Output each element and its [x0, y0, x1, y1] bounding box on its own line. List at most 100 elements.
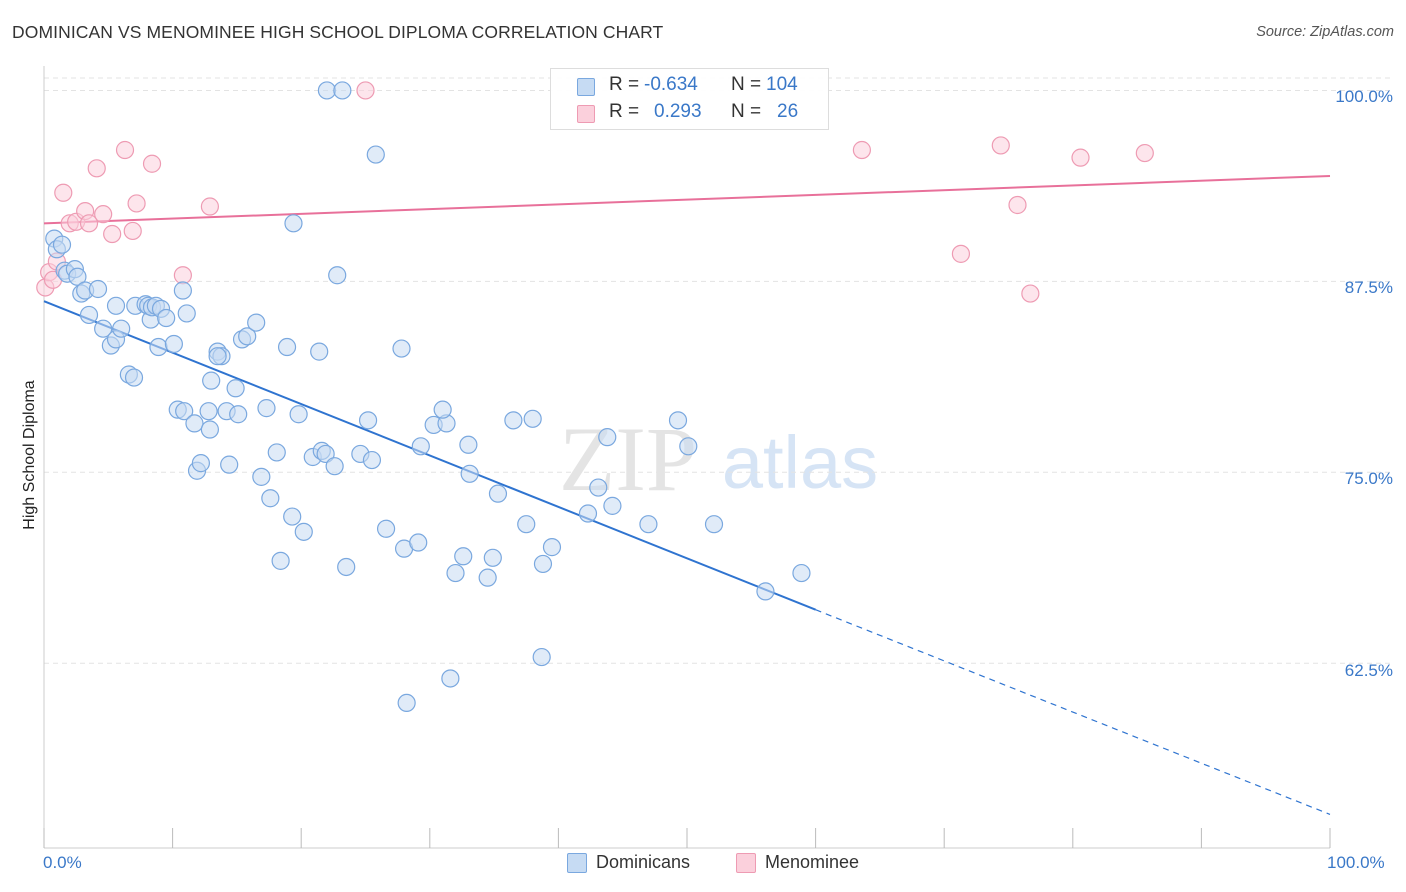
- n-label: N =: [731, 74, 762, 95]
- data-point-dominicans: [598, 428, 617, 447]
- watermark: ZIP atlas: [559, 408, 878, 510]
- data-point-dominicans: [271, 551, 290, 570]
- data-point-dominicans: [433, 400, 452, 419]
- data-point-dominicans: [208, 347, 227, 366]
- data-point-dominicans: [376, 519, 396, 538]
- data-point-dominicans: [488, 484, 508, 503]
- data-point-dominicans: [267, 443, 286, 462]
- data-point-dominicans: [88, 279, 108, 299]
- y-tick-label-2: 87.5%: [1344, 278, 1393, 297]
- data-point-dominicans: [79, 305, 99, 325]
- data-point-menominee: [87, 159, 106, 178]
- data-point-dominicans: [704, 515, 724, 534]
- data-point-dominicans: [337, 557, 356, 577]
- data-point-dominicans: [639, 515, 658, 534]
- y-tick-label-1: 75.0%: [1344, 469, 1393, 488]
- data-point-dominicans: [441, 669, 460, 688]
- legend-item-dominicans: Dominicans: [567, 852, 690, 873]
- data-point-dominicans: [284, 214, 303, 233]
- data-point-dominicans: [603, 496, 622, 515]
- data-point-dominicans: [112, 319, 131, 338]
- x-tick-label-1: 100.0%: [1327, 853, 1385, 872]
- axes: [43, 66, 1331, 849]
- data-point-dominicans: [202, 371, 221, 390]
- data-point-dominicans: [226, 379, 245, 398]
- dominicans-r-value: -0.634: [644, 74, 698, 95]
- stats-box: R = -0.634 N = 104 R = 0.293 N = 26: [550, 68, 829, 130]
- data-point-dominicans: [397, 693, 416, 713]
- data-point-dominicans: [310, 342, 329, 361]
- data-point-dominicans: [220, 455, 239, 474]
- stats-row-menominee: R = 0.293 N = 26: [551, 101, 828, 127]
- data-point-dominicans: [175, 402, 194, 421]
- data-point-dominicans: [532, 647, 551, 667]
- data-point-dominicans: [679, 437, 698, 456]
- data-point-menominee: [356, 81, 375, 100]
- data-point-dominicans: [238, 327, 257, 346]
- trendline-dominicans-projection: [815, 609, 1331, 815]
- data-point-dominicans: [542, 538, 562, 557]
- data-point-dominicans: [252, 467, 271, 486]
- n-label: N =: [731, 101, 762, 122]
- data-point-dominicans: [247, 313, 266, 332]
- data-point-dominicans: [94, 319, 113, 338]
- data-point-menominee: [1021, 284, 1040, 303]
- data-point-dominicans: [792, 563, 811, 583]
- data-point-dominicans: [589, 478, 608, 497]
- data-point-menominee: [852, 140, 871, 160]
- data-point-dominicans: [283, 507, 302, 526]
- data-point-dominicans: [454, 547, 473, 566]
- data-point-menominee: [142, 154, 162, 173]
- data-point-menominee: [991, 136, 1010, 155]
- data-point-dominicans: [478, 568, 497, 587]
- data-point-menominee: [79, 214, 99, 233]
- data-point-menominee: [103, 224, 122, 244]
- data-point-dominicans: [177, 304, 196, 323]
- r-label: R =: [609, 101, 640, 122]
- data-point-dominicans: [164, 334, 183, 354]
- legend-item-menominee: Menominee: [736, 852, 859, 873]
- data-point-dominicans: [257, 399, 276, 418]
- data-point-dominicans: [333, 81, 352, 100]
- data-point-dominicans: [362, 450, 382, 470]
- data-point-menominee: [115, 140, 135, 160]
- data-point-dominicans: [185, 414, 204, 433]
- data-point-dominicans: [68, 267, 87, 286]
- data-point-dominicans: [459, 435, 478, 454]
- data-point-dominicans: [328, 266, 347, 285]
- legend-swatch-dominicans: [567, 852, 587, 873]
- data-point-dominicans: [523, 409, 542, 428]
- x-tick-label-0: 0.0%: [43, 853, 82, 872]
- data-point-dominicans: [191, 454, 210, 473]
- data-point-dominicans: [229, 405, 248, 424]
- data-point-menominee: [951, 244, 971, 263]
- data-point-dominicans: [756, 582, 775, 601]
- data-point-dominicans: [409, 533, 428, 552]
- data-point-dominicans: [199, 402, 218, 421]
- data-point-dominicans: [157, 308, 176, 328]
- data-point-dominicans: [446, 563, 465, 583]
- data-point-dominicans: [358, 411, 378, 430]
- source-label: Source: ZipAtlas.com: [1256, 24, 1394, 40]
- menominee-swatch: [577, 105, 595, 123]
- data-point-dominicans: [366, 145, 385, 164]
- data-point-dominicans: [316, 444, 335, 464]
- data-point-dominicans: [517, 515, 536, 534]
- data-point-menominee: [127, 194, 146, 213]
- data-point-dominicans: [317, 81, 337, 100]
- data-point-dominicans: [504, 411, 523, 430]
- data-point-dominicans: [289, 405, 308, 424]
- data-point-dominicans: [325, 457, 344, 476]
- menominee-r-value: 0.293: [654, 101, 702, 122]
- y-tick-label-0: 62.5%: [1344, 661, 1393, 680]
- data-point-dominicans: [483, 548, 502, 567]
- data-point-dominicans: [124, 368, 144, 387]
- data-point-dominicans: [392, 339, 411, 358]
- chart-title: DOMINICAN VS MENOMINEE HIGH SCHOOL DIPLO…: [12, 22, 664, 42]
- trendline-menominee: [43, 174, 1331, 225]
- y-tick-label-3: 100.0%: [1335, 87, 1393, 106]
- data-point-dominicans: [173, 281, 192, 300]
- data-point-dominicans: [200, 420, 219, 439]
- dominicans-n-value: 104: [766, 74, 798, 95]
